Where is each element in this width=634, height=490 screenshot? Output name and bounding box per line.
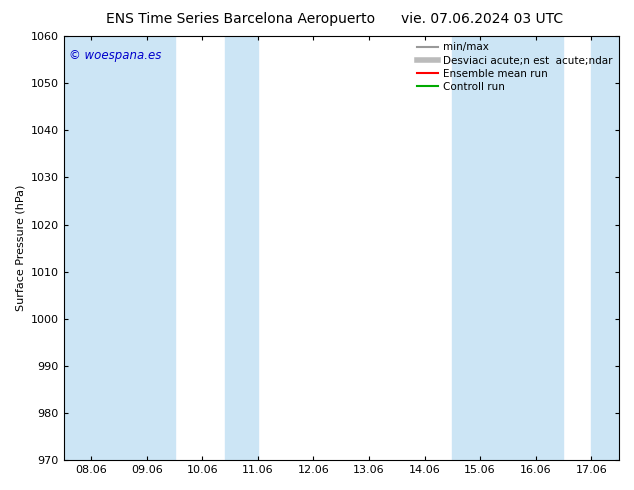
Bar (592, 36, 619, 460)
Text: © woespana.es: © woespana.es (69, 49, 162, 62)
Bar (453, 36, 564, 460)
Text: ENS Time Series Barcelona Aeropuerto: ENS Time Series Barcelona Aeropuerto (107, 12, 375, 26)
Bar (224, 36, 258, 460)
Bar (63, 36, 174, 460)
Y-axis label: Surface Pressure (hPa): Surface Pressure (hPa) (15, 185, 25, 311)
Text: vie. 07.06.2024 03 UTC: vie. 07.06.2024 03 UTC (401, 12, 563, 26)
Legend: min/max, Desviaci acute;n est  acute;ndar, Ensemble mean run, Controll run: min/max, Desviaci acute;n est acute;ndar… (413, 38, 617, 96)
